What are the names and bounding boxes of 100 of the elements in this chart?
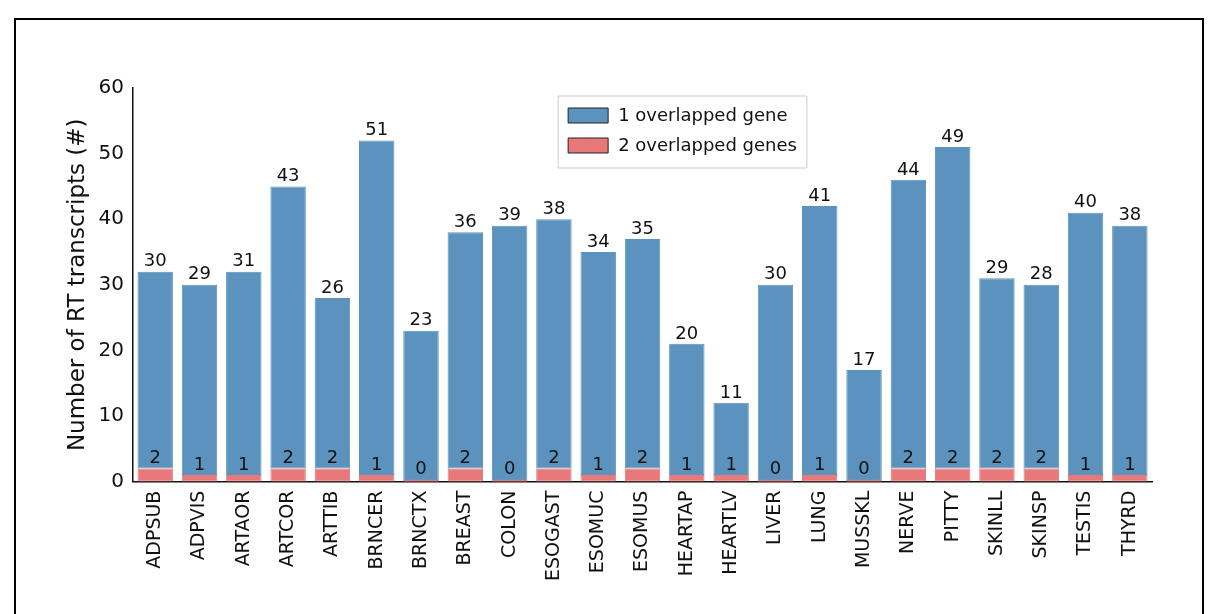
bar <box>934 147 971 469</box>
bar <box>580 252 616 476</box>
x-tick-label: ESOMUC <box>585 490 608 574</box>
data-label: 1 <box>238 452 250 474</box>
bar <box>1112 475 1148 482</box>
x-tick-label: ESOGAST <box>540 490 563 582</box>
data-label: 28 <box>1029 262 1053 284</box>
data-label: 2 <box>636 446 649 468</box>
data-label: 38 <box>542 196 566 218</box>
bar <box>536 468 572 482</box>
data-label: 1 <box>814 452 826 474</box>
x-tick-label: LIVER <box>762 490 785 545</box>
x-tick-label: ARTTIB <box>319 490 342 557</box>
x-tick-label: HEARTLV <box>718 490 741 575</box>
data-label: 26 <box>320 275 344 297</box>
x-tick-label: ARTCOR <box>275 490 298 568</box>
data-label: 43 <box>276 164 300 186</box>
bar <box>270 468 306 482</box>
y-tick-label: 20 <box>98 336 125 361</box>
bar <box>314 468 351 482</box>
bar <box>536 219 572 469</box>
data-label: 49 <box>941 124 965 146</box>
bar <box>934 468 971 482</box>
data-label: 2 <box>326 446 339 468</box>
bar <box>624 238 661 469</box>
data-label: 38 <box>1118 203 1142 225</box>
x-tick-label: HEARTAP <box>673 490 696 577</box>
data-label: 0 <box>858 457 870 479</box>
data-label: 17 <box>852 347 876 369</box>
data-label: 2 <box>1035 446 1047 468</box>
y-tick-label: 60 <box>98 74 125 99</box>
x-tick-label: BRNCER <box>363 490 386 570</box>
bar <box>447 232 484 469</box>
data-label: 39 <box>498 203 522 225</box>
bar <box>314 297 351 469</box>
data-label: 1 <box>725 452 737 474</box>
legend-label: 1 overlapped gene <box>618 103 788 125</box>
bar <box>979 278 1015 469</box>
bar <box>624 468 661 482</box>
bar <box>890 179 927 469</box>
data-label: 20 <box>675 321 699 343</box>
data-label: 1 <box>1124 452 1136 474</box>
x-tick-label: NERVE <box>895 490 918 554</box>
x-tick-label: THYRD <box>1116 490 1139 557</box>
data-label: 0 <box>415 457 427 479</box>
bar <box>403 330 439 482</box>
bar <box>137 468 173 482</box>
bar <box>491 225 528 482</box>
data-label: 30 <box>763 262 787 284</box>
y-axis-title: Number of RT transcripts (#) <box>62 118 89 452</box>
data-label: 29 <box>985 255 1009 277</box>
bar <box>226 271 262 476</box>
data-label: 36 <box>453 209 477 231</box>
bar <box>802 206 838 476</box>
bar <box>1067 475 1104 482</box>
data-label: 0 <box>769 457 782 479</box>
bar <box>580 475 616 482</box>
bar <box>270 186 306 469</box>
bar <box>713 402 749 476</box>
data-label: 11 <box>719 380 743 402</box>
data-label: 31 <box>232 249 256 271</box>
data-label: 2 <box>902 446 915 468</box>
bar <box>1023 468 1059 482</box>
bar <box>890 468 927 482</box>
bar <box>669 475 705 482</box>
bar <box>447 468 484 482</box>
x-tick-label: TESTIS <box>1072 490 1095 557</box>
bar <box>137 271 173 469</box>
x-tick-label: MUSSKL <box>850 490 873 569</box>
data-label: 2 <box>282 446 294 468</box>
x-tick-label: SKINSP <box>1028 490 1051 559</box>
bar <box>181 475 218 482</box>
bar <box>226 475 262 482</box>
y-tick-label: 0 <box>111 467 125 492</box>
bar <box>181 284 218 476</box>
data-label: 1 <box>592 452 604 474</box>
data-label: 40 <box>1074 190 1097 212</box>
data-label: 2 <box>149 446 161 468</box>
data-label: 23 <box>409 308 433 330</box>
x-tick-label: ADPSUB <box>142 490 165 569</box>
data-label: 1 <box>681 452 693 474</box>
x-tick-label: BRNCTX <box>407 490 430 569</box>
y-tick-label: 40 <box>98 205 125 230</box>
x-tick-label: LUNG <box>806 490 829 544</box>
x-tick-label: PITTY <box>939 490 962 543</box>
data-label: 51 <box>365 118 389 140</box>
bar <box>1067 212 1104 476</box>
x-tick-label: ARTAOR <box>230 490 253 567</box>
y-tick-label: 10 <box>98 402 125 427</box>
y-tick-label: 30 <box>98 271 125 295</box>
data-label: 29 <box>188 262 211 284</box>
bar <box>358 475 395 482</box>
bar <box>979 468 1015 482</box>
bar <box>802 475 838 482</box>
data-label: 2 <box>548 446 560 468</box>
bar <box>713 475 749 482</box>
data-label: 30 <box>143 249 167 271</box>
x-tick-label: SKINLL <box>983 490 1006 557</box>
x-tick-label: ESOMUS <box>629 490 652 572</box>
x-tick-label: COLON <box>496 490 519 558</box>
